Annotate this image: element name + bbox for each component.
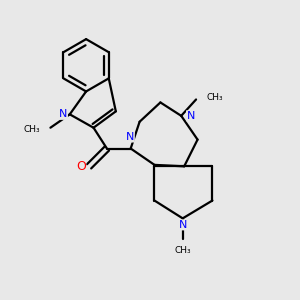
Text: N: N [178, 220, 187, 230]
Text: CH₃: CH₃ [206, 94, 223, 103]
Text: CH₃: CH₃ [174, 246, 191, 255]
Text: O: O [76, 160, 86, 173]
Text: CH₃: CH₃ [23, 125, 40, 134]
Text: N: N [59, 109, 68, 119]
Text: N: N [126, 132, 134, 142]
Text: N: N [187, 111, 195, 121]
